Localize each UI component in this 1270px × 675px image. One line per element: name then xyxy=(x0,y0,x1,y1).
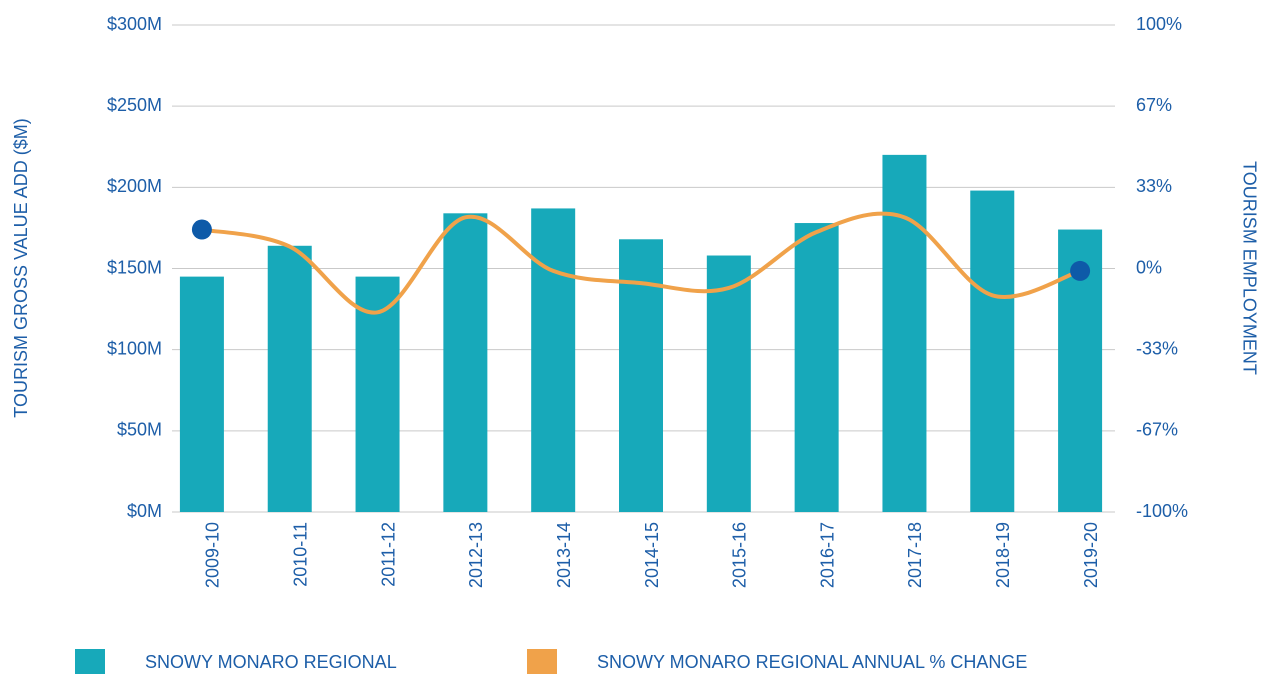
y2-tick-label: -67% xyxy=(1136,420,1178,440)
y2-tick-label: 33% xyxy=(1136,176,1172,196)
y-axis-title: TOURISM GROSS VALUE ADD ($M) xyxy=(11,118,31,417)
y2-tick-label: -33% xyxy=(1136,338,1178,358)
legend-label: SNOWY MONARO REGIONAL ANNUAL % CHANGE xyxy=(597,652,1027,672)
y2-tick-label: 0% xyxy=(1136,257,1162,277)
x-tick-label: 2018-19 xyxy=(993,522,1013,588)
x-tick-label: 2014-15 xyxy=(642,522,662,588)
x-tick-label: 2010-11 xyxy=(290,522,310,587)
x-tick-label: 2013-14 xyxy=(554,522,574,588)
bar xyxy=(882,154,927,512)
x-tick-label: 2009-10 xyxy=(203,522,223,588)
y2-axis-title: TOURISM EMPLOYMENT xyxy=(1239,161,1259,375)
legend-label: SNOWY MONARO REGIONAL xyxy=(145,652,397,672)
bar xyxy=(267,245,312,513)
bar xyxy=(706,255,751,512)
bar xyxy=(794,223,839,512)
y-tick-label: $0M xyxy=(127,501,162,521)
x-tick-label: 2011-12 xyxy=(378,522,398,587)
y2-tick-label: -100% xyxy=(1136,501,1188,521)
legend-swatch xyxy=(527,649,557,674)
line-marker xyxy=(191,219,212,240)
y-tick-label: $50M xyxy=(117,420,162,440)
y-tick-label: $100M xyxy=(107,338,162,358)
x-tick-label: 2015-16 xyxy=(730,522,750,588)
line-marker xyxy=(1070,260,1091,281)
y2-tick-label: 67% xyxy=(1136,95,1172,115)
x-tick-label: 2017-18 xyxy=(905,522,925,588)
bar xyxy=(531,208,576,513)
x-tick-label: 2019-20 xyxy=(1081,522,1101,588)
y-tick-label: $300M xyxy=(107,14,162,34)
bar xyxy=(179,276,224,512)
bar xyxy=(970,190,1015,512)
y-tick-label: $200M xyxy=(107,176,162,196)
legend-swatch xyxy=(75,649,105,674)
x-tick-label: 2012-13 xyxy=(466,522,486,588)
bar xyxy=(443,213,488,512)
x-tick-label: 2016-17 xyxy=(817,522,837,588)
y2-tick-label: 100% xyxy=(1136,14,1182,34)
line xyxy=(199,211,1083,315)
bar xyxy=(355,276,400,512)
y-tick-label: $250M xyxy=(107,95,162,115)
y-tick-label: $150M xyxy=(107,257,162,277)
